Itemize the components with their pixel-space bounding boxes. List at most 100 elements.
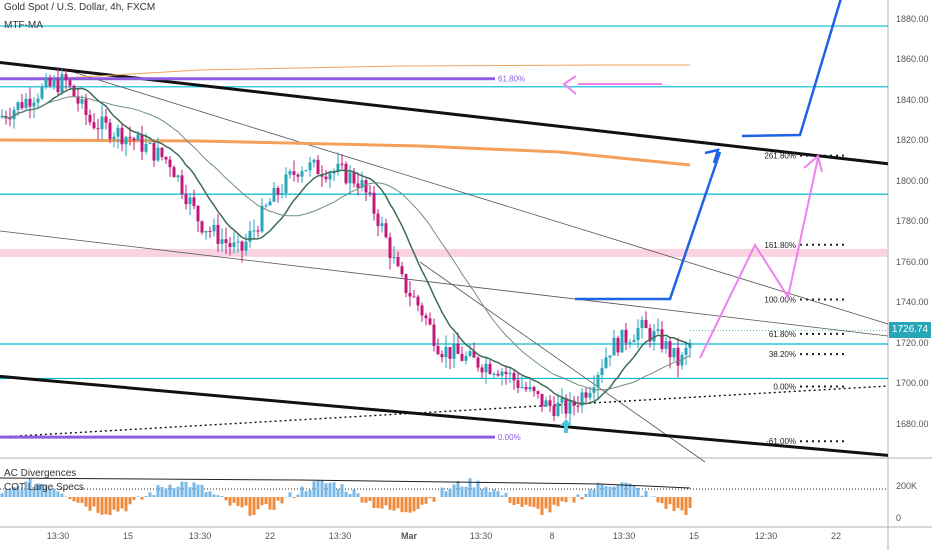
candle-body bbox=[396, 257, 400, 267]
osc-bar bbox=[172, 487, 176, 497]
candle-body bbox=[472, 351, 476, 358]
y-tick-label: 1860.00 bbox=[896, 54, 929, 64]
candle-body bbox=[504, 371, 508, 374]
y-tick-label: 1820.00 bbox=[896, 135, 929, 145]
osc-bar bbox=[524, 497, 528, 505]
candle-body bbox=[168, 159, 172, 168]
candle-body bbox=[64, 74, 68, 81]
x-tick-label: 13:30 bbox=[612, 531, 636, 541]
candle-body bbox=[104, 116, 108, 123]
candle-body bbox=[196, 205, 200, 222]
x-tick-label: 12:30 bbox=[754, 531, 778, 541]
osc-bar bbox=[24, 481, 28, 497]
candle-body bbox=[100, 116, 104, 130]
osc-bar bbox=[576, 494, 580, 497]
candle-body bbox=[464, 355, 468, 361]
candle-body bbox=[672, 347, 676, 358]
candle-body bbox=[420, 305, 424, 316]
osc-bar bbox=[420, 497, 424, 505]
osc-bar bbox=[308, 489, 312, 497]
osc-bar bbox=[112, 497, 116, 510]
osc-bar bbox=[636, 487, 640, 497]
osc-bar bbox=[320, 480, 324, 497]
candle-body bbox=[448, 347, 452, 359]
candle-body bbox=[588, 392, 592, 398]
candle-body bbox=[244, 241, 248, 251]
osc-bar bbox=[232, 497, 236, 503]
osc-bar bbox=[476, 480, 480, 497]
osc-bar bbox=[84, 497, 88, 507]
osc-bar bbox=[392, 497, 396, 511]
candle-body bbox=[48, 78, 52, 86]
osc-bar bbox=[156, 485, 160, 497]
osc-bar bbox=[240, 497, 244, 508]
x-tick-label: 13:30 bbox=[46, 531, 70, 541]
osc-bar bbox=[660, 497, 664, 504]
y-tick-label: 1680.00 bbox=[896, 419, 929, 429]
osc-bar bbox=[68, 497, 72, 500]
osc-bar bbox=[412, 497, 416, 512]
candle-body bbox=[680, 354, 684, 366]
osc-bar bbox=[528, 497, 532, 507]
x-tick-label: 15 bbox=[688, 531, 700, 541]
osc-bar bbox=[572, 497, 576, 503]
osc-tick-label: 0 bbox=[896, 513, 902, 523]
osc-bar bbox=[300, 486, 304, 497]
indicator-label-ac-divergences[interactable]: AC Divergences bbox=[4, 468, 77, 479]
candle-body bbox=[596, 375, 600, 388]
candle-body bbox=[284, 174, 288, 194]
osc-bar bbox=[32, 486, 36, 497]
candle-body bbox=[300, 171, 304, 177]
osc-bar bbox=[236, 497, 240, 506]
osc-bar bbox=[400, 497, 404, 513]
osc-bar bbox=[16, 486, 20, 497]
thin-trend-line bbox=[59, 67, 889, 325]
candle-body bbox=[612, 337, 616, 356]
osc-bar bbox=[388, 497, 392, 510]
osc-bar bbox=[252, 497, 256, 516]
osc-bar bbox=[568, 497, 572, 498]
osc-bar bbox=[200, 484, 204, 497]
orange-ma-thin bbox=[29, 64, 690, 81]
osc-bar bbox=[408, 497, 412, 513]
candle-body bbox=[628, 342, 632, 344]
osc-bar bbox=[12, 487, 16, 497]
candle-body bbox=[540, 393, 544, 407]
osc-bar bbox=[500, 495, 504, 497]
osc-bar bbox=[264, 497, 268, 504]
indicator-label-cot-large-specs[interactable]: COT Large Specs bbox=[4, 482, 84, 493]
osc-bar bbox=[604, 485, 608, 497]
osc-bar bbox=[644, 490, 648, 497]
candle-body bbox=[204, 231, 208, 233]
osc-bar bbox=[640, 495, 644, 497]
candle-body bbox=[460, 353, 464, 361]
candle-body bbox=[576, 405, 580, 407]
osc-bar bbox=[212, 494, 216, 497]
pink-zone-band bbox=[0, 248, 888, 257]
osc-bar bbox=[588, 489, 592, 497]
candle-body bbox=[148, 142, 152, 144]
candle-body bbox=[280, 193, 284, 195]
candle-body bbox=[228, 243, 232, 247]
candle-body bbox=[232, 242, 236, 247]
osc-bar bbox=[652, 496, 656, 497]
indicator-label-mtf-ma[interactable]: MTF-MA bbox=[4, 20, 43, 31]
candle-body bbox=[264, 205, 268, 207]
candle-body bbox=[76, 96, 80, 104]
candle-body bbox=[272, 188, 276, 202]
candle-body bbox=[608, 355, 612, 358]
osc-bar bbox=[548, 497, 552, 513]
osc-bar bbox=[364, 497, 368, 503]
osc-bar bbox=[336, 489, 340, 497]
fib-level-label: 61.80% bbox=[769, 330, 796, 339]
osc-bar bbox=[216, 495, 220, 497]
candle-body bbox=[568, 400, 572, 414]
candle-body bbox=[432, 324, 436, 347]
candle-body bbox=[8, 118, 12, 120]
candle-body bbox=[16, 102, 20, 110]
x-tick-label: 8 bbox=[549, 531, 555, 541]
osc-bar bbox=[404, 497, 408, 513]
candle-body bbox=[60, 74, 64, 93]
osc-bar bbox=[224, 497, 228, 501]
